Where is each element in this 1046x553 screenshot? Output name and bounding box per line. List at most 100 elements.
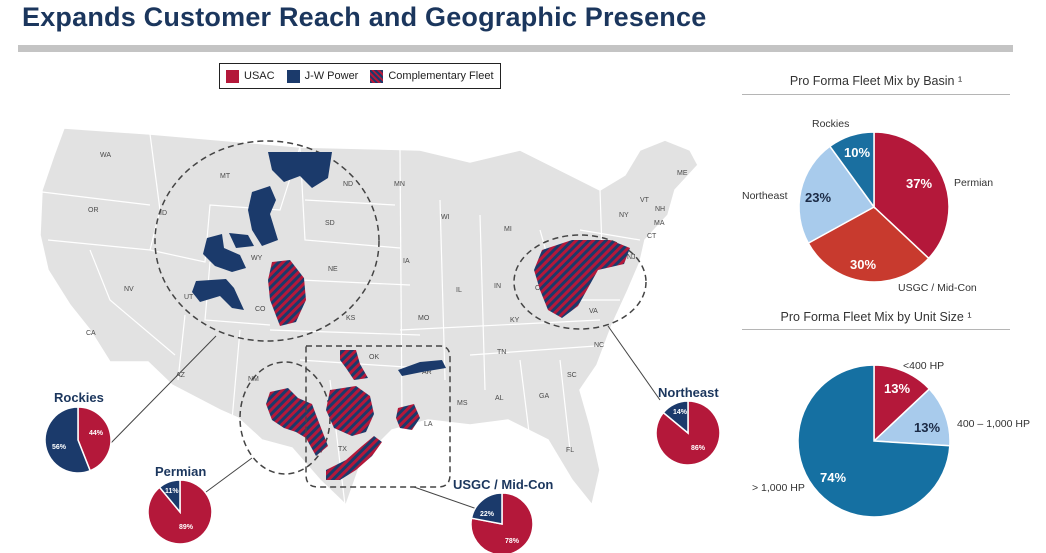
unit-pct-under400: 13% — [884, 381, 911, 396]
svg-text:SC: SC — [567, 372, 577, 379]
svg-text:FL: FL — [566, 447, 574, 454]
rockies-jw-pct: 56% — [52, 444, 67, 451]
usgc-midcon-pie-slice-22 — [470, 492, 503, 525]
northeast-boundary — [513, 234, 647, 330]
unit-label-over1000: > 1,000 HP — [752, 482, 805, 494]
title-divider — [18, 45, 1013, 52]
svg-text:ND: ND — [343, 181, 353, 188]
unit-label-400-1000: 400 – 1,000 HP — [957, 418, 1030, 430]
rockies-pie-slice-56 — [44, 406, 92, 474]
unit-pct-400-1000: 13% — [914, 420, 941, 435]
basin-pie-slice-usgc-mid-con — [807, 206, 930, 283]
basin-pct-rockies: 10% — [844, 145, 871, 160]
svg-text:NV: NV — [124, 286, 134, 293]
map-legend: USAC J-W Power Complementary Fleet — [219, 63, 501, 89]
jw-blob-uinta — [192, 279, 244, 310]
rockies-boundary — [154, 140, 380, 342]
svg-text:LA: LA — [424, 421, 433, 428]
svg-text:TN: TN — [497, 349, 506, 356]
svg-text:CT: CT — [647, 233, 657, 240]
us-map: WA OR CA NV ID MT WY UT CO AZ NM ND SD NE KS OK TX M… — [39, 127, 699, 511]
svg-text:VT: VT — [640, 197, 650, 204]
unit-label-under400: <400 HP — [903, 360, 945, 372]
leader-lines — [107, 325, 661, 511]
jw-blob-anadarko — [340, 350, 368, 380]
jw-power-swatch — [286, 69, 300, 83]
jw-blob-powder-river — [248, 186, 278, 246]
page-title: Expands Customer Reach and Geographic Pr… — [22, 2, 707, 32]
complementary-swatch — [370, 69, 384, 83]
jw-blob-bighorn — [229, 233, 254, 248]
us-outline — [39, 127, 699, 507]
permian-pie-slice-11 — [158, 479, 181, 515]
svg-text:MS: MS — [457, 400, 468, 407]
svg-text:NY: NY — [619, 212, 629, 219]
complementary-blob-permian — [266, 388, 328, 456]
svg-text:OK: OK — [369, 354, 379, 361]
usgc-midcon-pie-slice-78 — [470, 492, 534, 553]
northeast-jw-pct: 14% — [673, 409, 688, 416]
unit-size-pie-slice-400-hp — [873, 364, 931, 443]
svg-text:MI: MI — [504, 226, 512, 233]
usgc-usac-pct: 78% — [505, 538, 520, 545]
svg-text:WA: WA — [100, 152, 111, 159]
svg-text:GA: GA — [539, 393, 549, 400]
svg-text:CO: CO — [255, 306, 266, 313]
complementary-blob-haynesville — [396, 404, 420, 430]
jw-blob-arkoma — [398, 360, 446, 376]
svg-text:MA: MA — [654, 220, 665, 227]
svg-text:NE: NE — [328, 266, 338, 273]
basin-pct-permian: 37% — [906, 176, 933, 191]
svg-text:ME: ME — [677, 170, 688, 177]
rockies-pie-slice-44 — [77, 406, 112, 472]
legend-jw-power: J-W Power — [286, 69, 359, 83]
jw-blob-wind-river — [203, 234, 246, 272]
legend-usac: USAC — [226, 69, 275, 83]
legend-complementary-label: Complementary Fleet — [388, 70, 494, 82]
svg-text:NC: NC — [594, 342, 604, 349]
svg-text:TX: TX — [338, 446, 347, 453]
svg-text:NH: NH — [655, 206, 665, 213]
svg-text:SD: SD — [325, 220, 335, 227]
rockies-usac-pct: 44% — [89, 430, 104, 437]
region-mini-pies — [44, 400, 720, 553]
svg-text:OR: OR — [88, 207, 99, 214]
rockies-title: Rockies — [54, 390, 104, 405]
unit-size-pie-slice-400-1-000-hp — [872, 387, 951, 447]
legend-jw-label: J-W Power — [304, 70, 359, 82]
svg-text:AZ: AZ — [176, 372, 186, 379]
basin-pct-northeast: 23% — [805, 190, 832, 205]
svg-text:IA: IA — [403, 258, 410, 265]
usgc-midcon-title: USGC / Mid-Con — [453, 477, 554, 492]
legend-complementary: Complementary Fleet — [370, 69, 494, 83]
northeast-pie-slice-14 — [662, 400, 689, 435]
basin-pct-usgc: 30% — [850, 257, 877, 272]
svg-text:VA: VA — [589, 308, 598, 315]
svg-text:MT: MT — [220, 173, 231, 180]
unit-size-chart-title: Pro Forma Fleet Mix by Unit Size ¹ — [780, 310, 972, 324]
unit-size-title-rule — [742, 329, 1010, 330]
svg-text:KY: KY — [510, 317, 520, 324]
basin-pie-slice-rockies — [828, 131, 875, 210]
basin-label-rockies: Rockies — [812, 118, 850, 130]
usac-swatch — [226, 69, 239, 83]
state-borders — [41, 133, 641, 506]
basin-pie-slice-northeast — [798, 145, 876, 245]
unit-pct-over1000: 74% — [820, 470, 847, 485]
svg-text:MO: MO — [418, 315, 430, 322]
svg-text:NM: NM — [248, 376, 259, 383]
basin-label-usgc: USGC / Mid-Con — [898, 282, 977, 294]
legend-usac-label: USAC — [244, 70, 275, 82]
svg-text:WY: WY — [251, 255, 263, 262]
svg-text:KS: KS — [346, 315, 356, 322]
svg-text:MN: MN — [394, 181, 405, 188]
complementary-blob-appalachia — [534, 240, 630, 318]
basin-label-northeast: Northeast — [742, 190, 788, 202]
basin-chart-title: Pro Forma Fleet Mix by Basin ¹ — [789, 74, 963, 88]
svg-text:UT: UT — [184, 294, 194, 301]
complementary-blob-midcon — [326, 386, 374, 436]
permian-jw-pct: 11% — [165, 488, 179, 495]
permian-usac-pct: 89% — [179, 524, 194, 531]
svg-text:IL: IL — [456, 287, 462, 294]
svg-text:WI: WI — [441, 214, 450, 221]
